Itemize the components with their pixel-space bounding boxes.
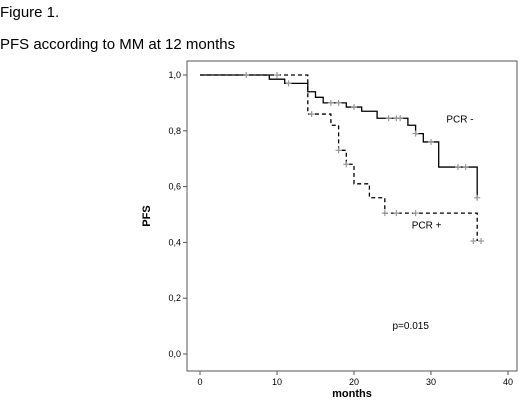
censor-mark-1-3 [335,147,342,154]
x-tick-label-3: 30 [426,377,436,387]
censor-mark-0-3 [351,104,357,111]
chart-title: PFS according to MM at 12 months [0,36,236,53]
y-tick-label-2: 0,4 [168,237,181,247]
censor-mark-1-5 [381,210,388,217]
censor-mark-1-9 [478,238,485,245]
censor-mark-1-6 [393,210,400,217]
censor-mark-1-2 [308,111,315,118]
annotation-2: p=0.015 [393,321,430,332]
x-tick-label-4: 40 [503,377,513,387]
censor-mark-0-11 [474,194,481,201]
censor-mark-1-1 [274,72,280,78]
censor-mark-0-6 [397,115,404,122]
censor-mark-0-4 [385,115,392,122]
censor-mark-0-0 [285,80,292,87]
annotation-0: PCR - [446,114,473,125]
censor-mark-0-9 [454,164,461,171]
axes: 0 10 20 30 40 0,0 0,2 0,4 0,6 0,8 1,0 months PFS [141,70,513,400]
annotation-1: PCR + [412,220,442,231]
y-tick-label-1: 0,2 [168,293,181,303]
censor-mark-0-10 [462,164,469,171]
censor-mark-1-0 [243,72,250,78]
x-tick-label-1: 10 [272,377,282,387]
x-tick-label-0: 0 [197,377,202,387]
censor-mark-1-7 [412,210,419,217]
y-tick-label-4: 0,8 [168,126,181,136]
y-tick-label-5: 1,0 [168,70,181,80]
censor-mark-0-8 [428,138,434,145]
censor-mark-1-8 [470,238,477,245]
x-axis-label: months [332,388,372,400]
censor-mark-0-1 [327,99,334,106]
y-axis-label: PFS [141,205,153,226]
x-tick-label-2: 20 [349,377,359,387]
annotations: PCR - PCR + p=0.015 [393,114,474,331]
censor-marks [243,72,485,245]
y-tick-label-0: 0,0 [168,349,181,359]
censor-mark-0-7 [412,130,419,137]
censor-mark-1-4 [343,161,350,168]
figure-label: Figure 1. [0,4,60,21]
plot-frame [186,60,518,372]
censor-mark-0-2 [335,99,342,106]
y-tick-label-3: 0,6 [168,182,181,192]
